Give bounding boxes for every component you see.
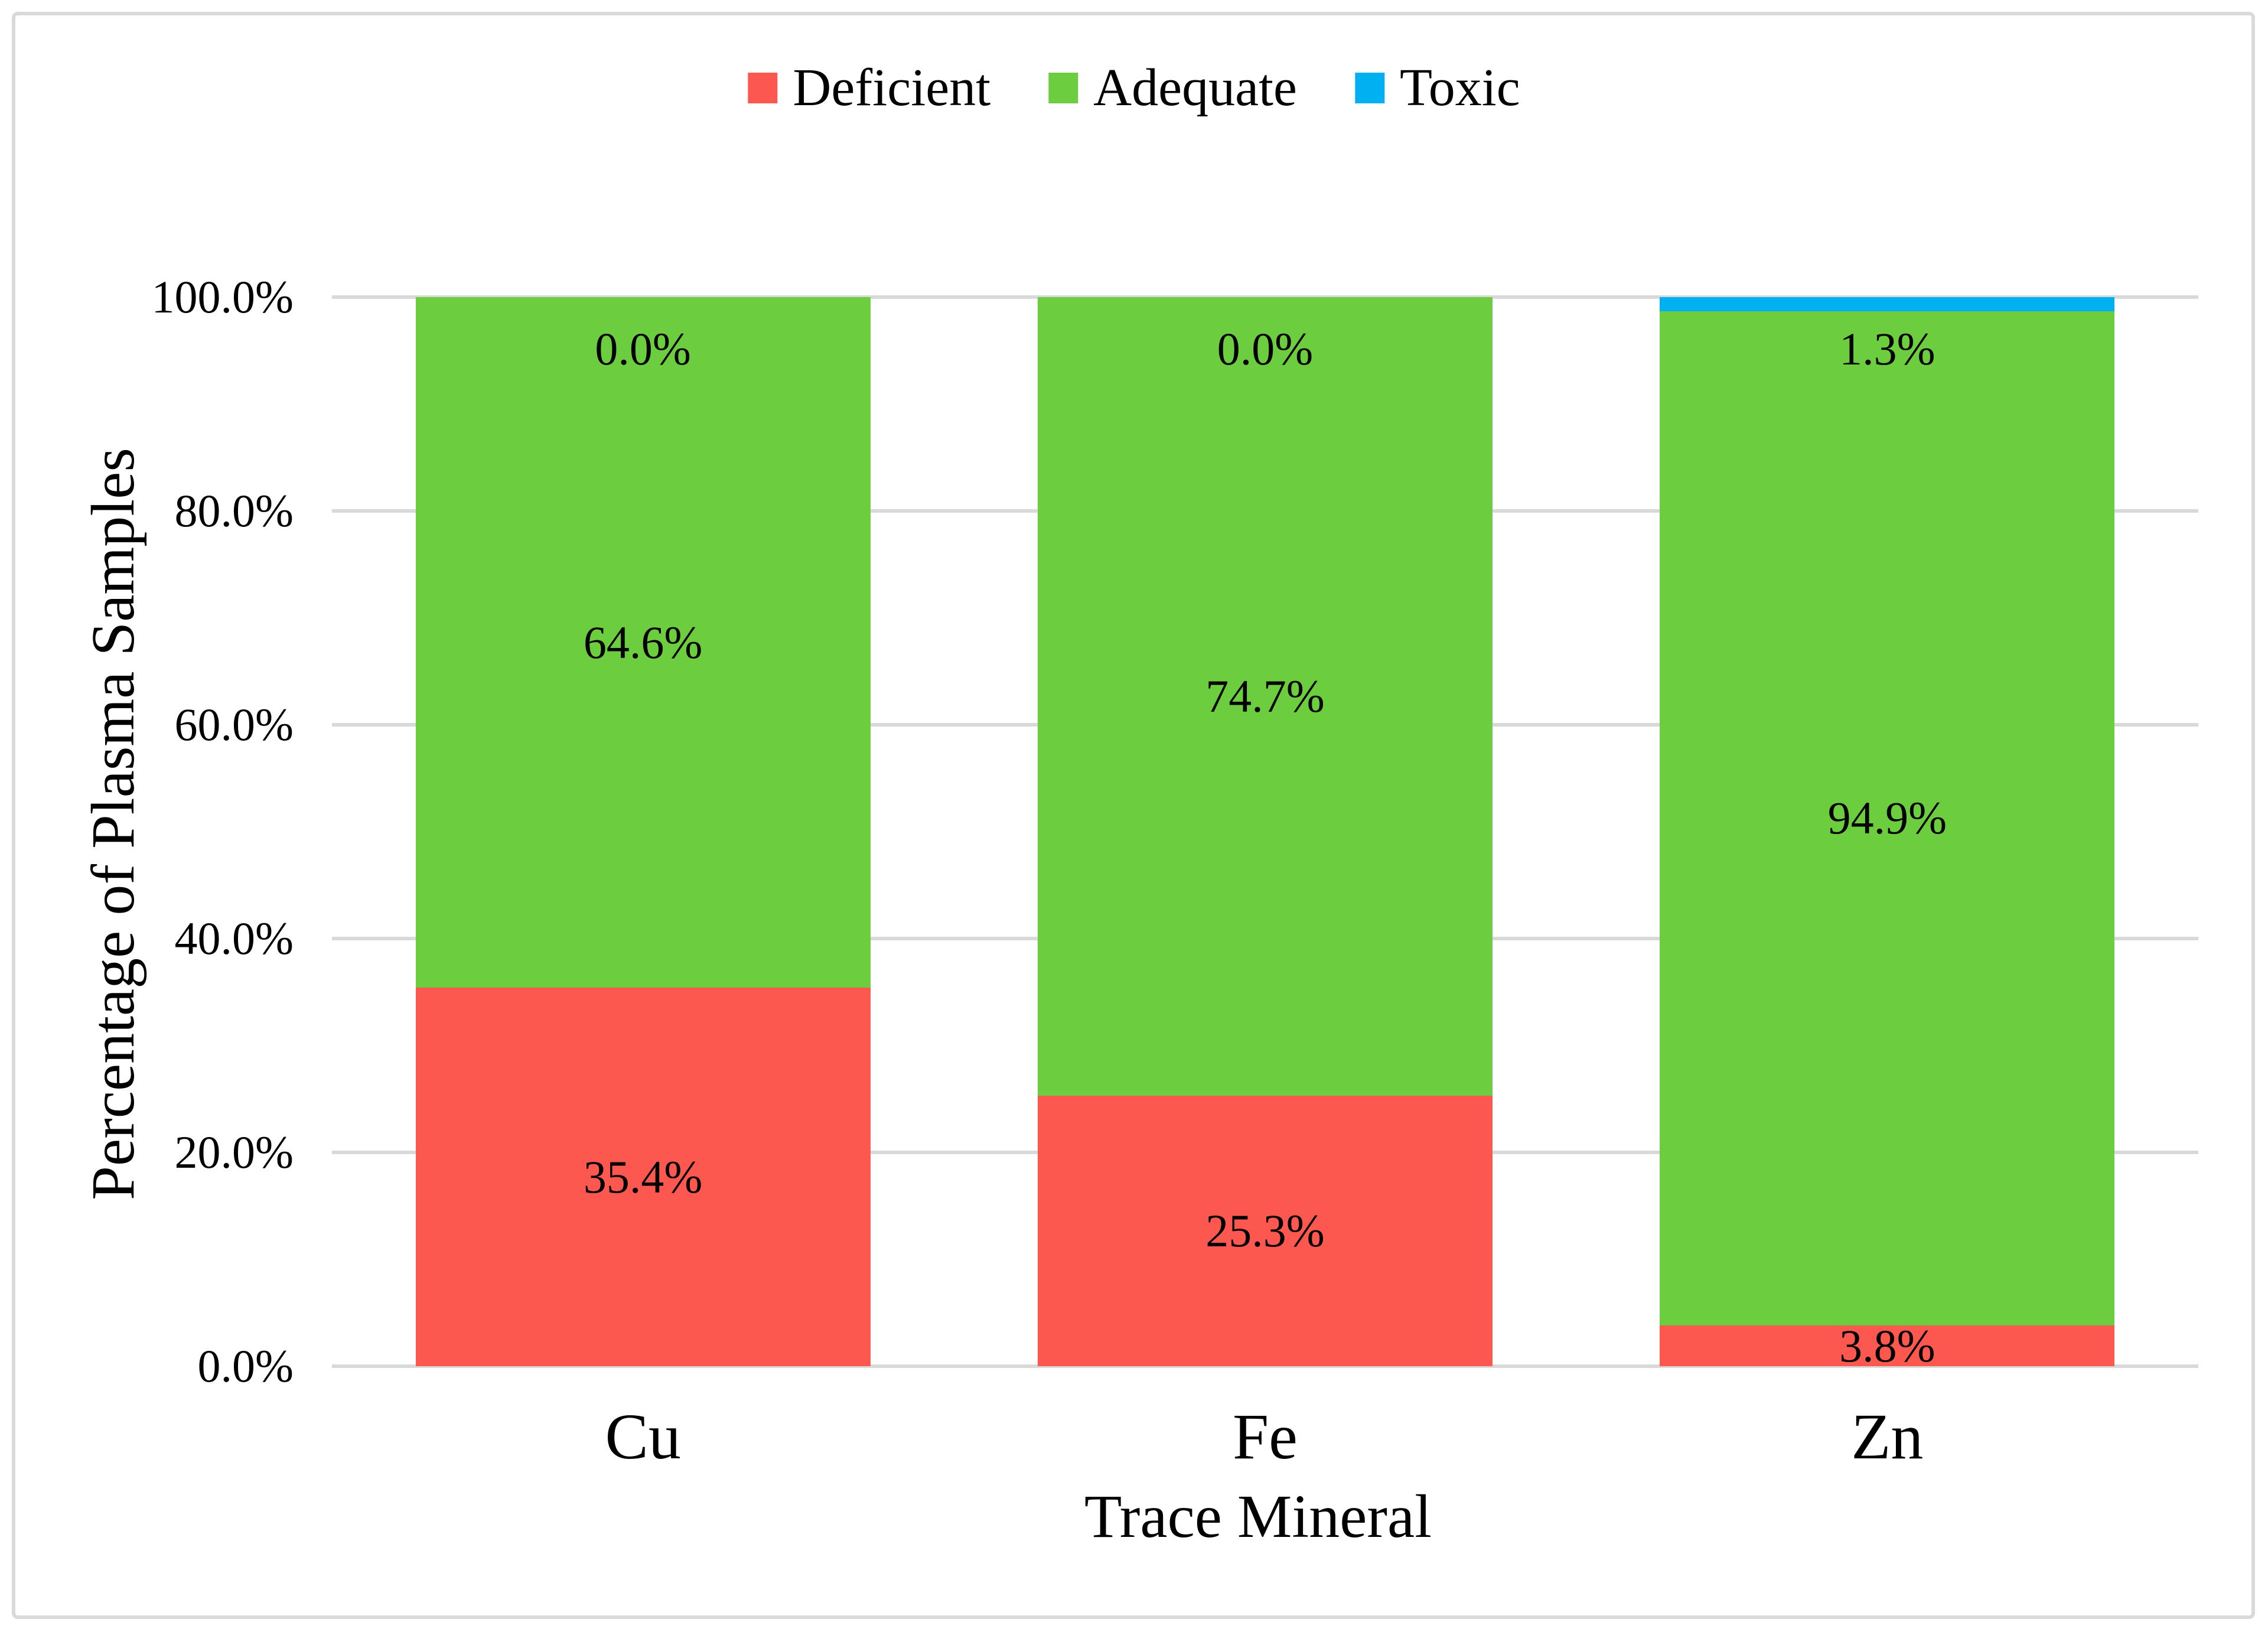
bar-stack-cu bbox=[415, 297, 871, 1366]
bar-segment-deficient bbox=[1038, 1096, 1493, 1366]
data-label-adequate-fe: 74.7% bbox=[1205, 670, 1325, 722]
gridline bbox=[332, 295, 2198, 299]
bar-segment-adequate bbox=[415, 297, 871, 988]
x-axis-category-labels: Cu Fe Zn bbox=[332, 1366, 2198, 1484]
data-label-toxic-cu: 0.0% bbox=[595, 323, 691, 374]
data-label-deficient-cu: 35.4% bbox=[583, 1151, 703, 1203]
y-tick-label: 20.0% bbox=[174, 1126, 294, 1178]
bar-segment-deficient bbox=[1660, 1325, 2115, 1366]
legend-label: Adequate bbox=[1093, 58, 1298, 117]
gridline bbox=[332, 1364, 2198, 1368]
category-label-fe: Fe bbox=[1233, 1400, 1298, 1473]
y-tick-label: 0.0% bbox=[197, 1340, 294, 1392]
legend-item-toxic: Toxic bbox=[1355, 61, 1520, 115]
y-axis-tick-labels: 0.0% 20.0% 40.0% 60.0% 80.0% 100.0% bbox=[0, 274, 294, 1389]
legend-item-deficient: Deficient bbox=[748, 61, 990, 115]
data-label-toxic-fe: 0.0% bbox=[1217, 323, 1314, 374]
data-label-deficient-fe: 25.3% bbox=[1205, 1205, 1325, 1257]
data-label-adequate-zn: 94.9% bbox=[1827, 792, 1947, 844]
category-label-cu: Cu bbox=[605, 1400, 681, 1473]
plot-area: 35.4% 64.6% 0.0% 25.3% 74.7% 0.0% 3.8% 94.9% 1.3… bbox=[332, 295, 2198, 1372]
bar-segment-adequate bbox=[1038, 297, 1493, 1096]
y-tick-label: 80.0% bbox=[174, 485, 294, 536]
legend-swatch-adequate bbox=[1048, 73, 1078, 103]
y-tick-label: 60.0% bbox=[174, 699, 294, 750]
y-axis-title: Percentage of Plasma Samples bbox=[79, 448, 147, 1200]
bar-stack-zn bbox=[1660, 297, 2115, 1366]
legend-swatch-deficient bbox=[748, 73, 778, 103]
category-label-zn: Zn bbox=[1851, 1400, 1924, 1473]
legend-item-adequate: Adequate bbox=[1048, 61, 1297, 115]
y-tick-label: 40.0% bbox=[174, 913, 294, 964]
data-label-toxic-zn: 1.3% bbox=[1839, 323, 1935, 374]
bar-stack-fe bbox=[1038, 297, 1493, 1366]
y-tick-label: 100.0% bbox=[151, 271, 294, 323]
legend: Deficient Adequate Toxic bbox=[748, 61, 1520, 115]
legend-label: Toxic bbox=[1400, 58, 1520, 117]
data-label-deficient-zn: 3.8% bbox=[1839, 1320, 1935, 1372]
legend-swatch-toxic bbox=[1355, 73, 1385, 103]
bar-segment-deficient bbox=[415, 988, 871, 1366]
bar-segment-adequate bbox=[1660, 311, 2115, 1326]
x-axis-title: Trace Mineral bbox=[1084, 1483, 1432, 1550]
data-label-adequate-cu: 64.6% bbox=[583, 616, 703, 668]
legend-label: Deficient bbox=[793, 58, 991, 117]
bar-segment-toxic bbox=[1660, 297, 2115, 311]
